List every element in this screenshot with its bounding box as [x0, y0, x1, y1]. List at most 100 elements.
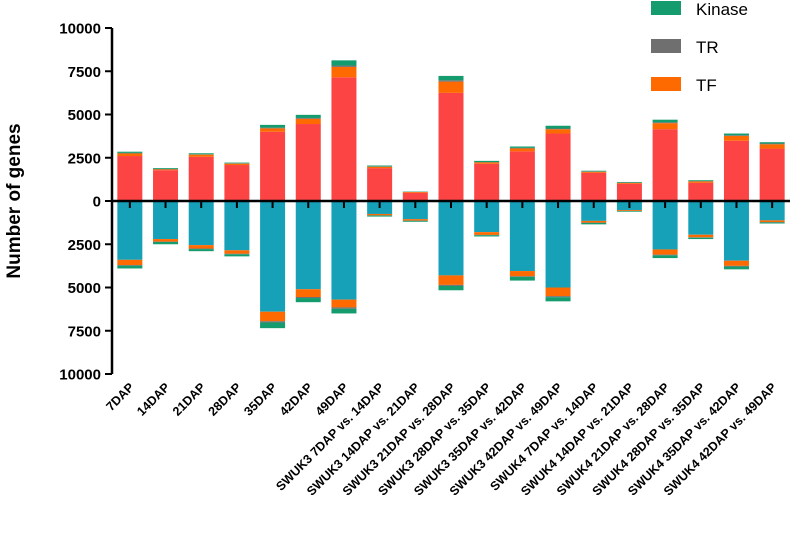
- x-category-labels: 7DAP14DAP21DAP28DAP35DAP42DAP49DAPSWUK3 …: [103, 201, 779, 499]
- bar-segment-3-1: [153, 168, 179, 169]
- bar-segment-5-9: [438, 275, 464, 285]
- bar-segment-3-16: [688, 180, 714, 182]
- bar-segment-3-9: [438, 75, 464, 81]
- bar-segment-1-18: [759, 144, 785, 149]
- bar-segment-0-1: [153, 170, 179, 201]
- bar-segment-5-14: [616, 210, 642, 211]
- bar-segment-7-11: [509, 276, 535, 281]
- bar-segment-3-12: [545, 125, 571, 129]
- y-tick-label: 7500: [68, 64, 101, 81]
- bar-segment-1-10: [474, 162, 500, 164]
- bar-segment-7-3: [224, 254, 250, 257]
- bar-segment-1-2: [188, 154, 214, 157]
- bar-segment-3-7: [367, 165, 393, 167]
- y-tick-label: 10000: [59, 21, 101, 38]
- bar-segment-5-3: [224, 250, 250, 254]
- bar-segment-2-0: [117, 152, 143, 154]
- bar-segment-7-15: [652, 255, 678, 259]
- bar-segment-3-3: [224, 162, 250, 164]
- y-tick-label: 2500: [68, 237, 101, 254]
- bar-segment-4-8: [402, 201, 428, 220]
- bar-segment-4-4: [260, 201, 286, 312]
- legend: Kinase TR TF: [651, 0, 748, 95]
- legend-swatch-tf: [651, 77, 681, 91]
- bar-segment-2-4: [260, 127, 286, 129]
- bar-segment-0-9: [438, 92, 464, 202]
- y-axis-title: Number of genes: [4, 123, 25, 278]
- bar-segment-6-2: [188, 248, 214, 250]
- x-category-label: 35DAP: [241, 380, 279, 418]
- bar-segment-4-5: [295, 201, 321, 290]
- bar-segment-5-8: [402, 219, 428, 221]
- bar-segment-6-3: [224, 253, 250, 255]
- y-tick-label: 0: [93, 194, 101, 211]
- bar-segment-5-11: [509, 271, 535, 277]
- bar-segment-1-1: [153, 169, 179, 171]
- bar-segment-5-5: [295, 289, 321, 298]
- y-tick-label: 10000: [59, 367, 101, 384]
- bar-segment-3-0: [117, 151, 143, 153]
- bar-segment-7-6: [331, 308, 357, 314]
- y-tick-label: 2500: [68, 150, 101, 167]
- y-tick-label: 7500: [68, 323, 101, 340]
- bar-segment-5-4: [260, 311, 286, 322]
- bar-segment-2-11: [509, 147, 535, 149]
- bar-segment-0-3: [224, 165, 250, 201]
- x-category-label: 21DAP: [170, 380, 208, 418]
- bar-segment-7-18: [759, 222, 785, 224]
- bar-segment-0-11: [509, 151, 535, 201]
- bar-segment-4-0: [117, 201, 143, 260]
- bar-segment-1-15: [652, 123, 678, 130]
- bar-segment-0-15: [652, 129, 678, 201]
- bar-segment-4-6: [331, 201, 357, 300]
- bar-segment-0-8: [402, 192, 428, 201]
- bar-segment-5-2: [188, 245, 214, 249]
- bar-segment-2-5: [295, 117, 321, 119]
- bar-segment-7-5: [295, 298, 321, 303]
- bar-segment-2-17: [723, 135, 749, 136]
- bar-segment-5-6: [331, 299, 357, 308]
- bar-segment-3-17: [723, 133, 749, 136]
- bar-segment-2-9: [438, 80, 464, 82]
- bar-segment-0-18: [759, 148, 785, 201]
- legend-swatch-kinase: [651, 1, 681, 15]
- bar-segment-7-7: [367, 215, 393, 217]
- bar-segment-6-0: [117, 265, 143, 266]
- bar-segment-5-16: [688, 234, 714, 238]
- bar-segment-7-9: [438, 285, 464, 291]
- bar-segment-1-0: [117, 153, 143, 157]
- bar-segment-0-13: [581, 172, 607, 201]
- x-category-label: 7DAP: [103, 380, 136, 413]
- bar-segment-0-5: [295, 124, 321, 201]
- bar-segment-3-14: [616, 181, 642, 183]
- bar-segment-7-8: [402, 220, 428, 222]
- bar-segment-7-2: [188, 249, 214, 252]
- bar-segment-7-16: [688, 237, 714, 240]
- bar-segment-5-17: [723, 260, 749, 266]
- bar-segment-4-9: [438, 201, 464, 276]
- bar-segment-7-10: [474, 235, 500, 237]
- bar-segment-4-17: [723, 201, 749, 261]
- y-ticks-group: 10000 7500 5000 2500 0 2500 5000 7500 10000: [59, 21, 112, 384]
- bar-segment-1-14: [616, 182, 642, 184]
- bar-segment-0-7: [367, 168, 393, 201]
- bar-segment-0-4: [260, 131, 286, 201]
- bar-segment-1-6: [331, 66, 357, 78]
- bars-group: [117, 60, 785, 329]
- x-category-label: 42DAP: [277, 380, 315, 418]
- y-tick-label: 5000: [68, 107, 101, 124]
- bar-segment-3-4: [260, 124, 286, 128]
- bar-segment-5-1: [153, 239, 179, 242]
- bar-segment-5-12: [545, 287, 571, 297]
- bar-segment-5-13: [581, 220, 607, 223]
- bar-segment-0-17: [723, 140, 749, 201]
- bar-segment-2-18: [759, 143, 785, 145]
- bar-segment-6-4: [260, 321, 286, 323]
- bar-segment-1-13: [581, 171, 607, 173]
- bar-segment-6-11: [509, 276, 535, 277]
- bar-segment-5-7: [367, 213, 393, 216]
- bar-segment-2-6: [331, 65, 357, 67]
- bar-segment-1-9: [438, 81, 464, 93]
- bar-segment-1-4: [260, 128, 286, 132]
